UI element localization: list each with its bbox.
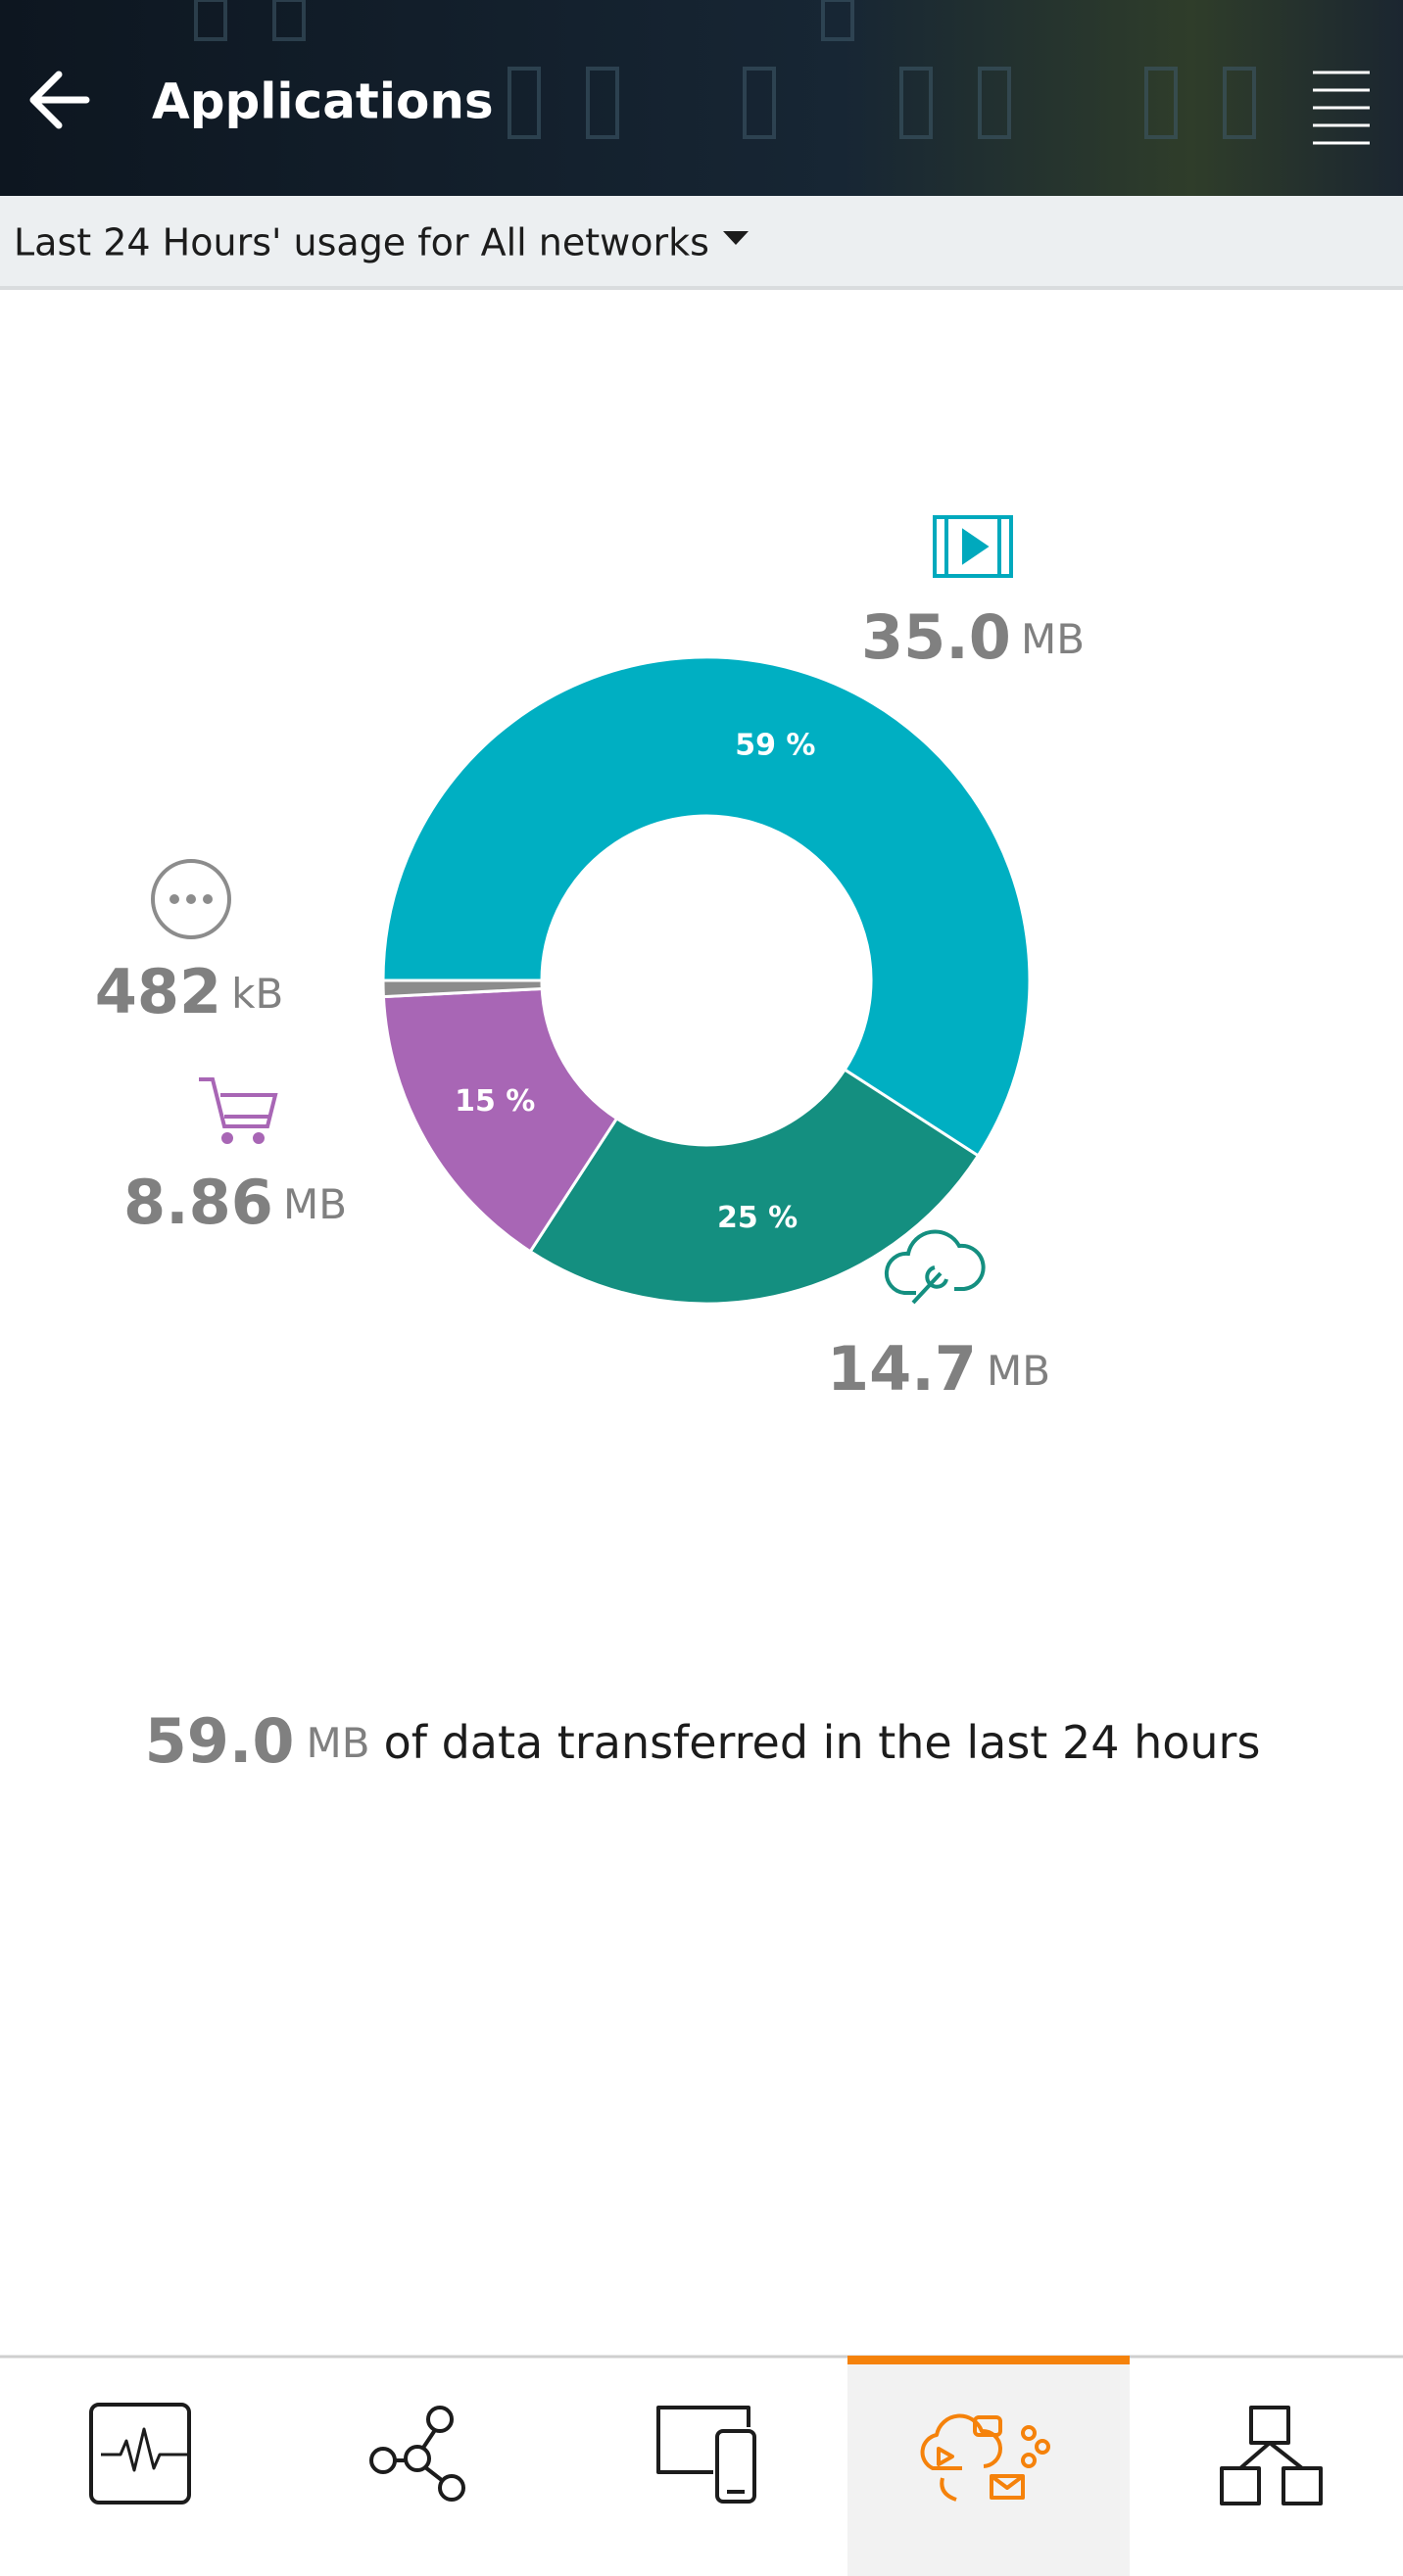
- dropdown-arrow[interactable]: [723, 231, 749, 245]
- amount-unit: MB: [1021, 615, 1085, 663]
- header-pattern: [194, 0, 1256, 139]
- health-tab[interactable]: [89, 2403, 191, 2504]
- amount-unit: MB: [987, 1347, 1050, 1395]
- donut-slice: [381, 978, 544, 999]
- slice-percent: 59 %: [735, 729, 815, 763]
- screen-title: Applications: [152, 73, 494, 130]
- usage-amount: 8.86 MB: [123, 1167, 347, 1238]
- amount-value: 8.86: [123, 1167, 273, 1238]
- donut-slice: [381, 986, 619, 1254]
- more-icon: [151, 859, 231, 939]
- filter-bar[interactable]: [0, 196, 1403, 286]
- app-bar: [0, 0, 1403, 196]
- usage-amount: 14.7 MB: [827, 1333, 1050, 1405]
- summary-unit: MB: [307, 1719, 370, 1767]
- bottom-nav: [0, 2356, 1403, 2576]
- usage-amount: 35.0 MB: [861, 601, 1085, 673]
- amount-unit: MB: [283, 1180, 347, 1228]
- usage-amount: 482 kB: [95, 956, 284, 1027]
- devices-tab[interactable]: [656, 2406, 756, 2504]
- cart-icon: [199, 1077, 278, 1144]
- topology-tab[interactable]: [369, 2406, 465, 2502]
- network-tab[interactable]: [1220, 2406, 1323, 2505]
- filter-shadow: [0, 286, 1403, 290]
- donut-slice: [381, 655, 1032, 1158]
- amount-unit: kB: [231, 970, 283, 1018]
- amount-value: 14.7: [827, 1333, 977, 1405]
- summary: 59.0 MB of data transferred in the last 24…: [145, 1705, 1261, 1777]
- active-indicator: [847, 2356, 1130, 2364]
- amount-value: 482: [95, 956, 221, 1027]
- menu-button[interactable]: [1313, 71, 1370, 145]
- amount-value: 35.0: [861, 601, 1011, 673]
- filter-label[interactable]: Last 24 Hours' usage for All networks: [14, 221, 709, 264]
- slice-percent: 15 %: [455, 1084, 535, 1119]
- tools-icon: [884, 1229, 986, 1305]
- video-icon: [933, 515, 1013, 578]
- donut-slice: [528, 1067, 981, 1306]
- slice-percent: 25 %: [717, 1201, 798, 1235]
- summary-text: of data transferred in the last 24 hours: [384, 1716, 1261, 1769]
- applications-tab[interactable]: [920, 2413, 1050, 2502]
- summary-value: 59.0: [145, 1705, 295, 1777]
- back-button[interactable]: [29, 71, 90, 129]
